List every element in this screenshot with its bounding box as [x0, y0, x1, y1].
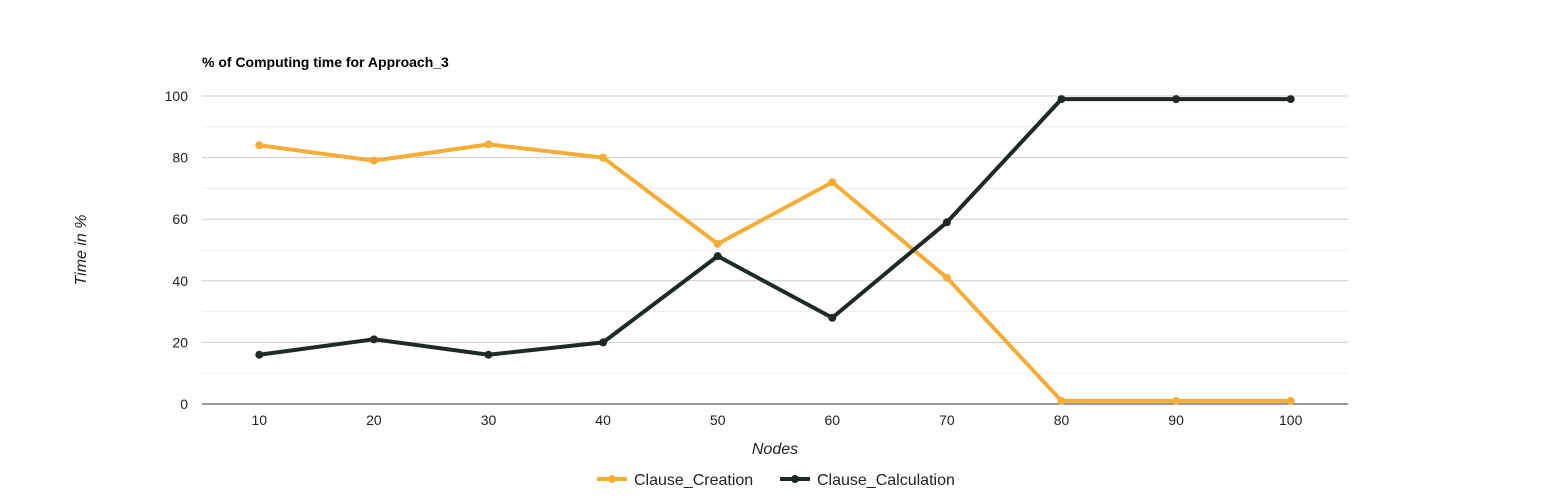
data-point-clause-creation: [484, 140, 493, 149]
x-tick-label: 60: [825, 412, 841, 428]
x-tick-label: 90: [1168, 412, 1184, 428]
legend-item-clause-creation: Clause_Creation: [597, 472, 753, 489]
series-line-clause-calculation: [257, 97, 1293, 357]
x-tick-label: 30: [481, 412, 497, 428]
y-tick-label: 0: [180, 396, 188, 412]
data-point-clause-creation: [599, 153, 608, 162]
chart-title: % of Computing time for Approach_3: [202, 54, 449, 70]
data-point-clause-calculation: [1057, 95, 1066, 104]
y-axis-label: Time in %: [73, 215, 90, 286]
data-point-clause-calculation: [599, 338, 608, 347]
data-point-clause-creation: [369, 156, 378, 165]
data-point-clause-calculation: [828, 313, 837, 322]
x-tick-label: 70: [939, 412, 955, 428]
axes: 0 20 40 60 80 100 10 20 30 40 50 60 70 80 90 100: [165, 88, 1348, 428]
series: [255, 95, 1295, 405]
data-point-clause-calculation: [942, 218, 951, 227]
data-point-clause-creation: [942, 273, 951, 282]
legend-swatch-point: [791, 475, 799, 483]
x-tick-label: 80: [1054, 412, 1070, 428]
legend-swatch-point: [608, 475, 616, 483]
y-tick-label: 60: [172, 211, 188, 227]
legend-label: Clause_Calculation: [817, 472, 955, 489]
y-tick-label: 40: [172, 273, 188, 289]
data-point-clause-calculation: [713, 252, 722, 261]
data-point-clause-creation: [1057, 396, 1066, 405]
data-point-clause-calculation: [255, 350, 264, 359]
y-tick-label: 100: [165, 88, 189, 104]
x-tick-label: 100: [1279, 412, 1303, 428]
x-tick-label: 50: [710, 412, 726, 428]
data-point-clause-calculation: [484, 350, 493, 359]
data-point-clause-creation: [1286, 396, 1295, 405]
x-axis-label: Nodes: [752, 441, 798, 458]
data-point-clause-creation: [828, 178, 837, 187]
y-tick-label: 80: [172, 150, 188, 166]
data-point-clause-calculation: [1172, 95, 1181, 104]
y-tick-label: 20: [172, 334, 188, 350]
x-tick-label: 10: [252, 412, 268, 428]
data-point-clause-calculation: [1286, 95, 1295, 104]
x-tick-label: 20: [366, 412, 382, 428]
data-point-clause-creation: [713, 239, 722, 248]
legend: Clause_Creation Clause_Calculation: [597, 472, 955, 489]
data-point-clause-creation: [1172, 396, 1181, 405]
legend-label: Clause_Creation: [634, 472, 753, 489]
series-line-clause-creation: [257, 142, 1293, 403]
x-tick-label: 40: [595, 412, 611, 428]
gridlines: [202, 95, 1348, 374]
data-point-clause-calculation: [369, 335, 378, 344]
data-point-clause-creation: [255, 141, 264, 150]
series-clause-calculation: [255, 95, 1295, 359]
series-clause-creation: [255, 140, 1295, 405]
legend-item-clause-calculation: Clause_Calculation: [780, 472, 955, 489]
